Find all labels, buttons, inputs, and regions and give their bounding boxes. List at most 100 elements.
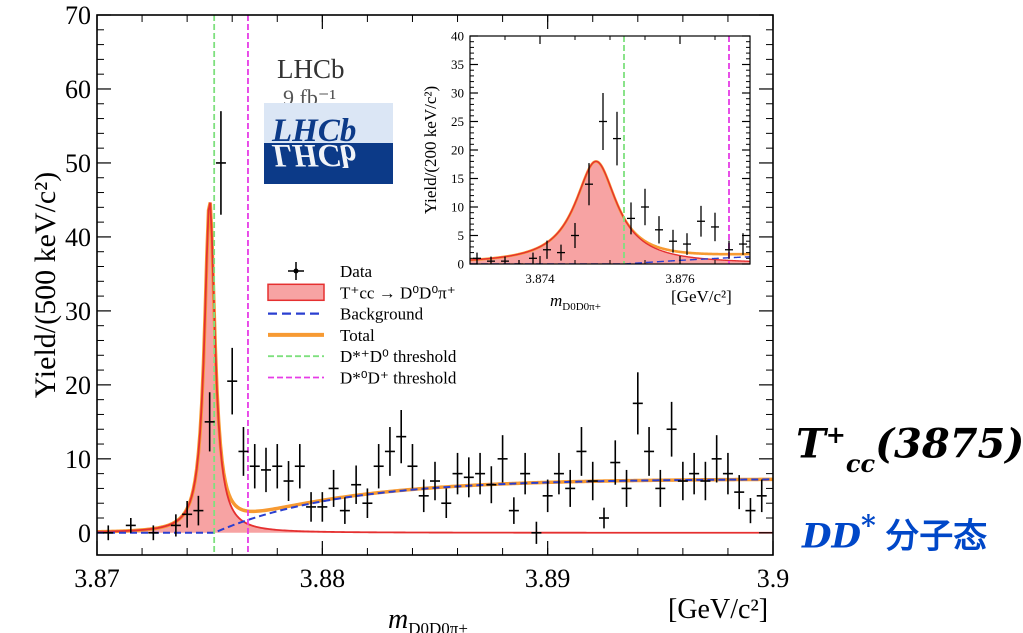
main-data-point <box>463 457 474 498</box>
inset-threshold-layer <box>623 36 730 264</box>
main-y-tick-label: 30 <box>65 297 91 326</box>
legend: Data T⁺cc → D⁰D⁰π⁺ Background Total D*⁺D⁰ th… <box>267 262 457 388</box>
legend-entry-thr2: D*⁰D⁺ threshold <box>268 369 457 388</box>
main-data-point <box>306 492 317 522</box>
inset-y-axis-label: Yield/(200 keV/c²) <box>421 86 440 214</box>
legend-label: Background <box>340 305 424 324</box>
main-data-point <box>644 427 655 476</box>
main-data-point <box>373 444 384 489</box>
main-axes: 0 10 20 30 40 50 60 70 3.87 3.88 3.89 3.9 <box>65 1 789 593</box>
main-data-point <box>475 452 486 495</box>
main-data-point <box>384 427 395 476</box>
lhcb-logo: LHCb LHCb <box>264 103 393 184</box>
main-data-point <box>317 492 328 522</box>
inset-x-tick-label: 3.876 <box>665 271 695 286</box>
main-x-axis-unit: [GeV/c²] <box>668 594 768 625</box>
inset-data-point <box>529 252 537 264</box>
state-name: T+cc(3875) <box>796 420 1023 479</box>
main-y-tick-label: 40 <box>65 223 91 252</box>
main-data-point <box>756 479 767 513</box>
legend-label: D*⁰D⁺ threshold <box>340 369 457 388</box>
main-data-point <box>328 469 339 507</box>
legend-label: D*⁺D⁰ threshold <box>340 347 457 366</box>
inset-x-axis-unit: [GeV/c²] <box>671 287 732 306</box>
main-x-tick-label: 3.88 <box>300 564 346 593</box>
main-y-tick-label: 60 <box>65 75 91 104</box>
main-data-point <box>655 469 666 507</box>
main-data-point <box>204 392 215 452</box>
main-data-point <box>430 461 440 501</box>
main-data-point <box>272 444 283 489</box>
main-y-tick-label: 70 <box>65 1 91 30</box>
inset-signal-area <box>470 161 750 264</box>
main-y-tick-label: 20 <box>65 371 91 400</box>
main-data-point <box>565 469 576 507</box>
inset-y-tick-label: 20 <box>451 143 464 158</box>
legend-label: Total <box>340 326 375 345</box>
inset-data-point <box>627 202 635 235</box>
inset-y-tick-label: 35 <box>451 57 464 72</box>
main-data-point <box>339 497 350 524</box>
main-data-point <box>722 452 733 495</box>
main-x-tick-label: 3.87 <box>74 564 120 593</box>
svg-text:LHCb: LHCb <box>271 113 356 149</box>
main-data-point <box>666 401 677 457</box>
main-data-point <box>542 479 553 513</box>
main-data-layer <box>103 111 767 544</box>
main-x-tick-label: 3.9 <box>757 564 790 593</box>
main-data-point <box>148 525 159 541</box>
inset-y-tick-label: 0 <box>458 257 465 272</box>
main-data-point <box>632 372 643 435</box>
main-data-point <box>283 461 294 501</box>
main-frame <box>96 14 774 556</box>
main-data-point <box>396 410 407 464</box>
main-x-axis-label: mD0D0π+ <box>388 604 468 633</box>
main-data-point <box>261 447 271 493</box>
inset-x-axis-label: mD0D0π+ <box>550 291 601 313</box>
inset-y-tick-label: 15 <box>451 171 464 186</box>
inset-y-tick-label: 30 <box>451 86 464 101</box>
inset-data-point <box>683 233 691 255</box>
main-data-point <box>599 507 609 529</box>
main-y-axis-label: Yield/(500 keV/c²) <box>29 172 62 398</box>
inset-y-tick-label: 5 <box>458 228 465 243</box>
inset-data-point <box>473 252 481 264</box>
inset-data-point <box>557 244 565 261</box>
legend-label: T⁺cc → D⁰D⁰π⁺ <box>340 283 456 302</box>
inset-y-tick-label: 40 <box>451 29 464 44</box>
state-description: DD* 分子态 <box>802 508 988 557</box>
legend-entry-background: Background <box>268 305 424 324</box>
inset-data-point <box>515 260 523 264</box>
main-data-point <box>193 495 204 526</box>
main-data-point <box>418 479 429 513</box>
main-signal-curve <box>97 202 773 534</box>
main-threshold-layer <box>213 15 249 555</box>
main-x-tick-label: 3.89 <box>525 564 571 593</box>
main-y-tick-label: 10 <box>65 445 91 474</box>
main-data-point <box>125 518 136 533</box>
main-data-point <box>610 440 621 485</box>
main-data-point <box>700 461 711 501</box>
svg-text:LHCb: LHCb <box>271 137 356 173</box>
inset-data-point <box>669 229 677 253</box>
main-data-point <box>351 465 362 504</box>
main-data-point <box>520 452 531 495</box>
main-data-point <box>497 435 508 483</box>
inset-data-point <box>487 256 495 264</box>
main-data-point <box>734 475 745 510</box>
main-data-point <box>407 444 418 489</box>
inset-background-curve <box>470 256 750 264</box>
legend-entry-signal: T⁺cc → D⁰D⁰π⁺ <box>267 283 456 302</box>
main-data-point <box>689 452 700 495</box>
legend-label: Data <box>340 262 373 281</box>
main-data-point <box>227 347 238 415</box>
inset-data-point <box>725 240 733 259</box>
main-data-point <box>508 497 519 524</box>
main-data-point <box>621 469 632 507</box>
legend-entry-total: Total <box>268 326 375 345</box>
main-data-point <box>362 488 373 519</box>
main-data-point <box>677 461 688 501</box>
main-data-point <box>486 466 497 504</box>
main-data-point <box>441 488 452 519</box>
main-y-tick-label: 50 <box>65 149 91 178</box>
